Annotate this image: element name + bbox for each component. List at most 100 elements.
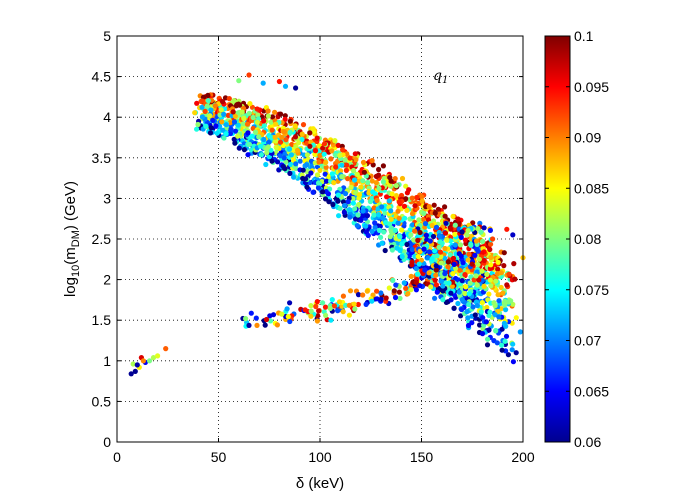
data-point xyxy=(433,224,440,230)
data-point xyxy=(467,280,473,286)
data-point xyxy=(254,322,260,328)
data-point xyxy=(364,213,370,219)
y-label-mid: (m xyxy=(62,247,79,265)
data-point xyxy=(230,109,236,115)
data-point xyxy=(264,146,270,152)
data-point xyxy=(406,187,412,193)
data-point xyxy=(511,261,517,267)
data-point xyxy=(314,135,320,141)
data-point xyxy=(488,241,494,247)
data-point xyxy=(269,114,276,120)
data-point xyxy=(392,176,398,182)
data-point xyxy=(232,113,238,119)
data-point xyxy=(223,131,229,137)
data-point xyxy=(273,144,279,150)
data-point xyxy=(468,242,474,248)
data-point xyxy=(412,228,418,234)
x-axis-label: δ (keV) xyxy=(296,475,344,492)
data-point xyxy=(392,227,398,233)
data-point xyxy=(256,134,262,140)
data-point xyxy=(478,229,484,235)
data-point xyxy=(510,232,516,238)
data-point xyxy=(466,291,472,297)
data-point xyxy=(499,342,505,348)
data-point xyxy=(377,223,383,229)
data-point xyxy=(236,101,242,107)
data-point xyxy=(458,253,464,259)
y-tick-label: 3.5 xyxy=(92,150,112,166)
data-point xyxy=(320,189,326,195)
data-point xyxy=(492,303,498,309)
data-point xyxy=(352,151,358,157)
data-point xyxy=(304,184,310,190)
data-point xyxy=(396,215,402,221)
data-point xyxy=(466,251,472,257)
data-point xyxy=(438,260,444,266)
data-point xyxy=(361,169,367,175)
data-point xyxy=(323,164,329,170)
data-point xyxy=(393,183,399,189)
data-point xyxy=(279,134,285,140)
data-point xyxy=(308,313,314,319)
data-point xyxy=(310,189,316,195)
data-point xyxy=(140,358,146,364)
data-point xyxy=(268,119,274,125)
data-point xyxy=(358,217,364,223)
data-point xyxy=(392,294,399,301)
data-point xyxy=(462,237,469,243)
data-point xyxy=(214,130,220,136)
data-point xyxy=(236,78,242,84)
data-point xyxy=(455,216,461,222)
data-point xyxy=(249,133,255,139)
data-point xyxy=(199,104,205,110)
data-point xyxy=(269,158,275,164)
data-point xyxy=(353,216,359,222)
data-point xyxy=(369,298,375,304)
data-point xyxy=(323,178,330,184)
data-point xyxy=(474,282,480,288)
data-point xyxy=(323,159,329,165)
data-point xyxy=(346,312,352,318)
annotation-q1: q1 xyxy=(433,68,448,86)
data-point xyxy=(280,163,286,170)
data-point xyxy=(465,257,471,263)
data-point xyxy=(501,263,507,269)
data-point xyxy=(333,164,339,170)
colorbar-tick-label: 0.06 xyxy=(574,434,601,450)
data-point xyxy=(380,163,386,169)
data-point xyxy=(475,261,481,268)
data-point xyxy=(379,240,385,246)
data-point xyxy=(345,176,351,182)
data-point xyxy=(510,359,516,365)
data-point xyxy=(261,118,267,124)
data-point xyxy=(315,313,321,319)
data-point xyxy=(367,198,373,205)
data-point xyxy=(243,316,249,322)
data-point xyxy=(347,155,353,161)
data-point xyxy=(265,113,271,119)
data-point xyxy=(432,295,438,301)
x-tick-label: 50 xyxy=(211,449,227,465)
y-tick-label: 1 xyxy=(103,353,111,369)
data-point xyxy=(393,193,399,199)
data-point xyxy=(355,301,361,308)
data-point xyxy=(323,312,329,318)
data-point xyxy=(426,204,432,210)
x-tick-label: 0 xyxy=(113,449,121,465)
data-point xyxy=(428,284,434,290)
data-point xyxy=(322,171,328,177)
data-point xyxy=(430,233,437,240)
data-point xyxy=(199,114,205,120)
data-point xyxy=(282,113,288,119)
data-point xyxy=(282,83,289,89)
data-point xyxy=(316,159,322,165)
x-tick-label: 150 xyxy=(410,449,434,465)
data-point xyxy=(502,302,508,308)
data-point xyxy=(354,171,360,177)
data-point xyxy=(332,138,338,144)
data-point xyxy=(331,303,337,309)
data-point xyxy=(401,280,407,286)
data-point xyxy=(432,248,438,254)
data-point xyxy=(330,201,336,208)
data-point xyxy=(403,183,409,189)
